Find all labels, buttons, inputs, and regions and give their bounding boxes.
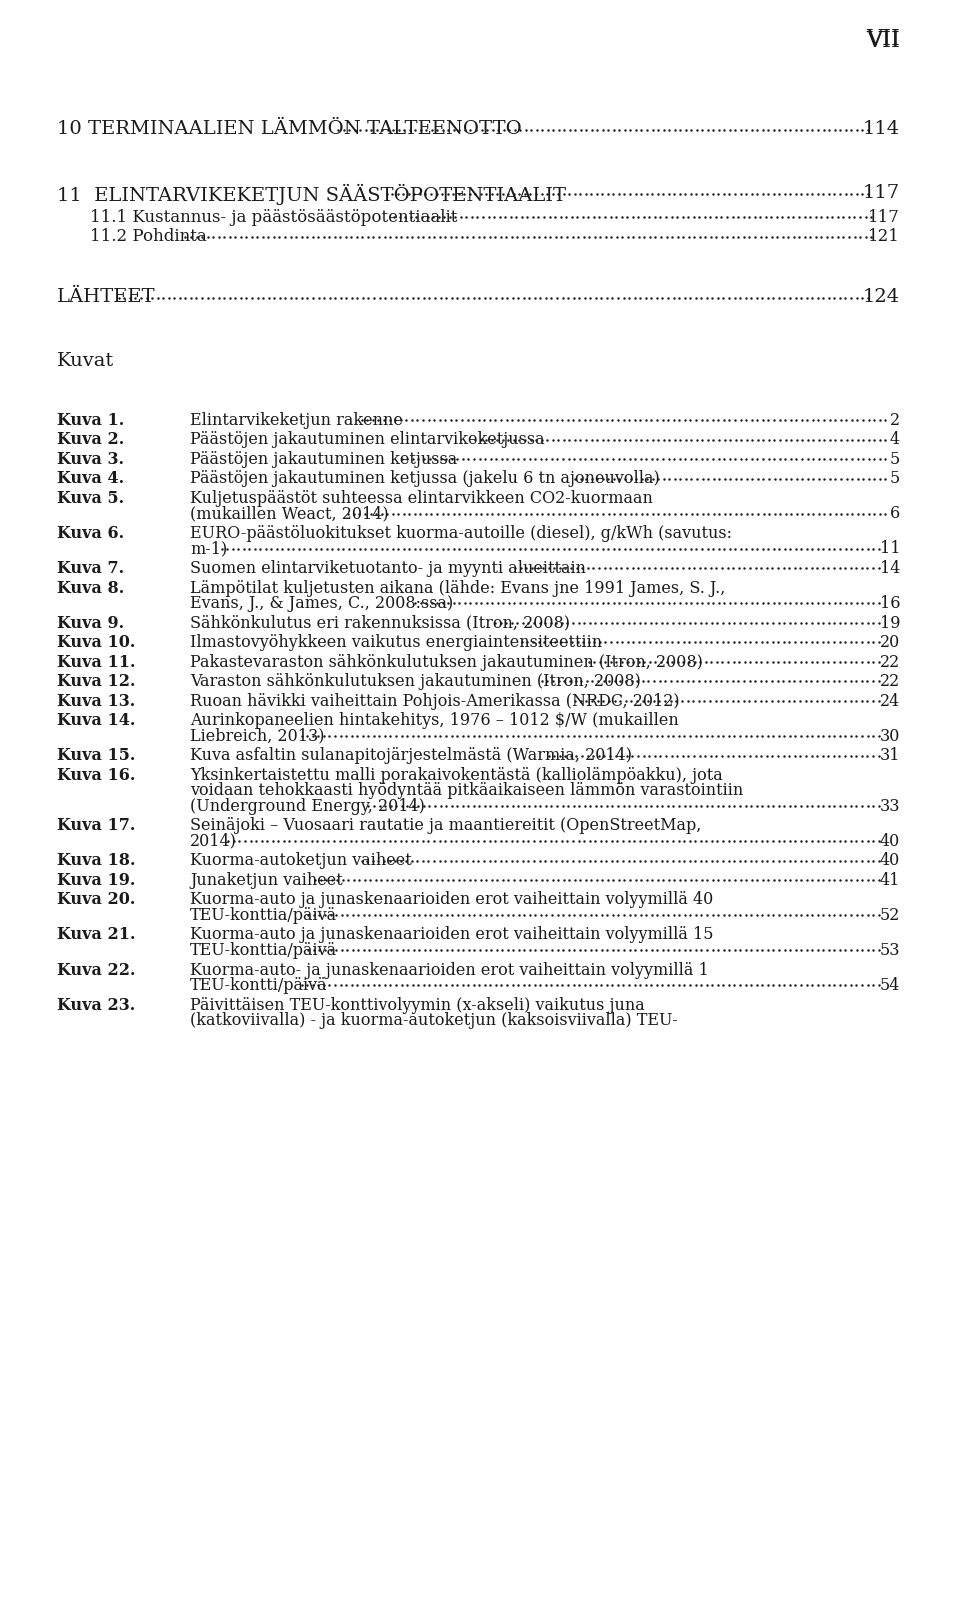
Text: Kuva 10.: Kuva 10. [57, 635, 135, 651]
Text: Kuva 1.: Kuva 1. [57, 412, 124, 429]
Text: VII: VII [866, 31, 900, 52]
Text: TEU-kontti/päivä: TEU-kontti/päivä [190, 978, 327, 994]
Text: 24: 24 [879, 693, 900, 710]
Text: Kuvat: Kuvat [57, 353, 114, 371]
Text: Seinäjoki – Vuosaari rautatie ja maantiereitit (OpenStreetMap,: Seinäjoki – Vuosaari rautatie ja maantie… [190, 817, 702, 834]
Text: Kuva 16.: Kuva 16. [57, 767, 135, 785]
Text: Pakastevaraston sähkönkulutuksen jakautuminen (Itron, 2008): Pakastevaraston sähkönkulutuksen jakautu… [190, 654, 703, 670]
Text: 11  ELINTARVIKEKETJUN SÄÄSTÖPOTENTIAALIT: 11 ELINTARVIKEKETJUN SÄÄSTÖPOTENTIAALIT [57, 184, 566, 206]
Text: (Underground Energy, 2014): (Underground Energy, 2014) [190, 797, 425, 815]
Text: Varaston sähkönkulutuksen jakautuminen (Itron, 2008): Varaston sähkönkulutuksen jakautuminen (… [190, 673, 641, 690]
Text: Päästöjen jakautuminen ketjussa (jakelu 6 tn ajoneuvolla): Päästöjen jakautuminen ketjussa (jakelu … [190, 470, 660, 488]
Text: Ruoan hävikki vaiheittain Pohjois-Amerikassa (NRDC, 2012): Ruoan hävikki vaiheittain Pohjois-Amerik… [190, 693, 680, 710]
Text: TEU-konttia/päivä: TEU-konttia/päivä [190, 942, 337, 959]
Text: 11.2 Pohdinta: 11.2 Pohdinta [90, 229, 206, 245]
Text: 2014): 2014) [190, 833, 237, 851]
Text: 54: 54 [879, 978, 900, 994]
Text: 19: 19 [879, 614, 900, 632]
Text: 124: 124 [863, 288, 900, 306]
Text: TEU-konttia/päivä: TEU-konttia/päivä [190, 907, 337, 925]
Text: 33: 33 [879, 797, 900, 815]
Text: Kuva 17.: Kuva 17. [57, 817, 135, 834]
Text: 10 TERMINAALIEN LÄMMÖN TALTEENOTTO: 10 TERMINAALIEN LÄMMÖN TALTEENOTTO [57, 119, 521, 139]
Text: Kuva 11.: Kuva 11. [57, 654, 135, 670]
Text: voidaan tehokkaasti hyödyntää pitkäaikaiseen lämmön varastointiin: voidaan tehokkaasti hyödyntää pitkäaikai… [190, 783, 743, 799]
Text: VII: VII [866, 27, 900, 50]
Text: 22: 22 [879, 673, 900, 690]
Text: Yksinkertaistettu malli porakaivokentästä (kalliolämpöakku), jota: Yksinkertaistettu malli porakaivokentäst… [190, 767, 723, 785]
Text: 114: 114 [863, 119, 900, 139]
Text: Päivittäisen TEU-konttivolyymin (x-akseli) vaikutus juna: Päivittäisen TEU-konttivolyymin (x-aksel… [190, 997, 645, 1013]
Text: 41: 41 [879, 872, 900, 889]
Text: (mukaillen Weact, 2014): (mukaillen Weact, 2014) [190, 506, 389, 522]
Text: Kuva 23.: Kuva 23. [57, 997, 135, 1013]
Text: LÄHTEET: LÄHTEET [57, 288, 156, 306]
Text: 52: 52 [879, 907, 900, 925]
Text: EURO-päästöluokitukset kuorma-autoille (diesel), g/kWh (savutus:: EURO-päästöluokitukset kuorma-autoille (… [190, 525, 732, 541]
Text: Kuva 13.: Kuva 13. [57, 693, 135, 710]
Text: 5: 5 [890, 451, 900, 467]
Text: Kuva 5.: Kuva 5. [57, 490, 124, 507]
Text: Elintarvikeketjun rakenne: Elintarvikeketjun rakenne [190, 412, 403, 429]
Text: Sähkönkulutus eri rakennuksissa (Itron, 2008): Sähkönkulutus eri rakennuksissa (Itron, … [190, 614, 570, 632]
Text: 30: 30 [879, 728, 900, 744]
Text: Kuva 20.: Kuva 20. [57, 891, 135, 909]
Text: 117: 117 [863, 184, 900, 203]
Text: 121: 121 [868, 229, 900, 245]
Text: Kuva 12.: Kuva 12. [57, 673, 135, 690]
Text: 5: 5 [890, 470, 900, 488]
Text: Evans, J., & James, C., 2008:ssa): Evans, J., & James, C., 2008:ssa) [190, 594, 453, 612]
Text: Kuorma-auto- ja junaskenaarioiden erot vaiheittain volyymillä 1: Kuorma-auto- ja junaskenaarioiden erot v… [190, 962, 708, 978]
Text: Kuva 2.: Kuva 2. [57, 432, 124, 448]
Text: 40: 40 [879, 852, 900, 870]
Text: 6: 6 [890, 506, 900, 522]
Text: Kuva 14.: Kuva 14. [57, 712, 135, 730]
Text: Kuorma-autoketjun vaiheet: Kuorma-autoketjun vaiheet [190, 852, 412, 870]
Text: 14: 14 [879, 561, 900, 577]
Text: m-1): m-1) [190, 540, 228, 557]
Text: Kuva 21.: Kuva 21. [57, 926, 135, 944]
Text: 11.1 Kustannus- ja päästösäästöpotentiaalit: 11.1 Kustannus- ja päästösäästöpotentiaa… [90, 208, 457, 226]
Text: 16: 16 [879, 594, 900, 612]
Text: Kuva 4.: Kuva 4. [57, 470, 124, 488]
Text: 2: 2 [890, 412, 900, 429]
Text: Kuva 9.: Kuva 9. [57, 614, 124, 632]
Text: Päästöjen jakautuminen elintarvikeketjussa: Päästöjen jakautuminen elintarvikeketjus… [190, 432, 544, 448]
Text: Kuva 6.: Kuva 6. [57, 525, 124, 541]
Text: Suomen elintarviketuotanto- ja myynti alueittain: Suomen elintarviketuotanto- ja myynti al… [190, 561, 586, 577]
Text: Ilmastovyöhykkeen vaikutus energiaintensiteettiin: Ilmastovyöhykkeen vaikutus energiaintens… [190, 635, 602, 651]
Text: Kuorma-auto ja junaskenaarioiden erot vaiheittain volyymillä 40: Kuorma-auto ja junaskenaarioiden erot va… [190, 891, 713, 909]
Text: 22: 22 [879, 654, 900, 670]
Text: Kuva 3.: Kuva 3. [57, 451, 124, 467]
Text: 53: 53 [879, 942, 900, 959]
Text: Kuva asfaltin sulanapitojärjestelmästä (Warmia, 2014): Kuva asfaltin sulanapitojärjestelmästä (… [190, 748, 632, 764]
Text: 31: 31 [879, 748, 900, 764]
Text: Kuva 22.: Kuva 22. [57, 962, 135, 978]
Text: 40: 40 [879, 833, 900, 851]
Text: 20: 20 [879, 635, 900, 651]
Text: Päästöjen jakautuminen ketjussa: Päästöjen jakautuminen ketjussa [190, 451, 457, 467]
Text: Lämpötilat kuljetusten aikana (lähde: Evans jne 1991 James, S. J.,: Lämpötilat kuljetusten aikana (lähde: Ev… [190, 580, 726, 596]
Text: Kuva 7.: Kuva 7. [57, 561, 124, 577]
Text: Junaketjun vaiheet: Junaketjun vaiheet [190, 872, 343, 889]
Text: 11: 11 [879, 540, 900, 557]
Text: Kuva 15.: Kuva 15. [57, 748, 135, 764]
Text: Kuljetuspäästöt suhteessa elintarvikkeen CO2-kuormaan: Kuljetuspäästöt suhteessa elintarvikkeen… [190, 490, 653, 507]
Text: Liebreich, 2013): Liebreich, 2013) [190, 728, 324, 744]
Text: Kuva 19.: Kuva 19. [57, 872, 135, 889]
Text: 4: 4 [890, 432, 900, 448]
Text: Kuorma-auto ja junaskenaarioiden erot vaiheittain volyymillä 15: Kuorma-auto ja junaskenaarioiden erot va… [190, 926, 713, 944]
Text: Kuva 18.: Kuva 18. [57, 852, 135, 870]
Text: Kuva 8.: Kuva 8. [57, 580, 124, 596]
Text: (katkoviivalla) - ja kuorma-autoketjun (kaksoisviivalla) TEU-: (katkoviivalla) - ja kuorma-autoketjun (… [190, 1012, 678, 1029]
Text: Aurinkopaneelien hintakehitys, 1976 – 1012 $/W (mukaillen: Aurinkopaneelien hintakehitys, 1976 – 10… [190, 712, 679, 730]
Text: 117: 117 [868, 208, 900, 226]
